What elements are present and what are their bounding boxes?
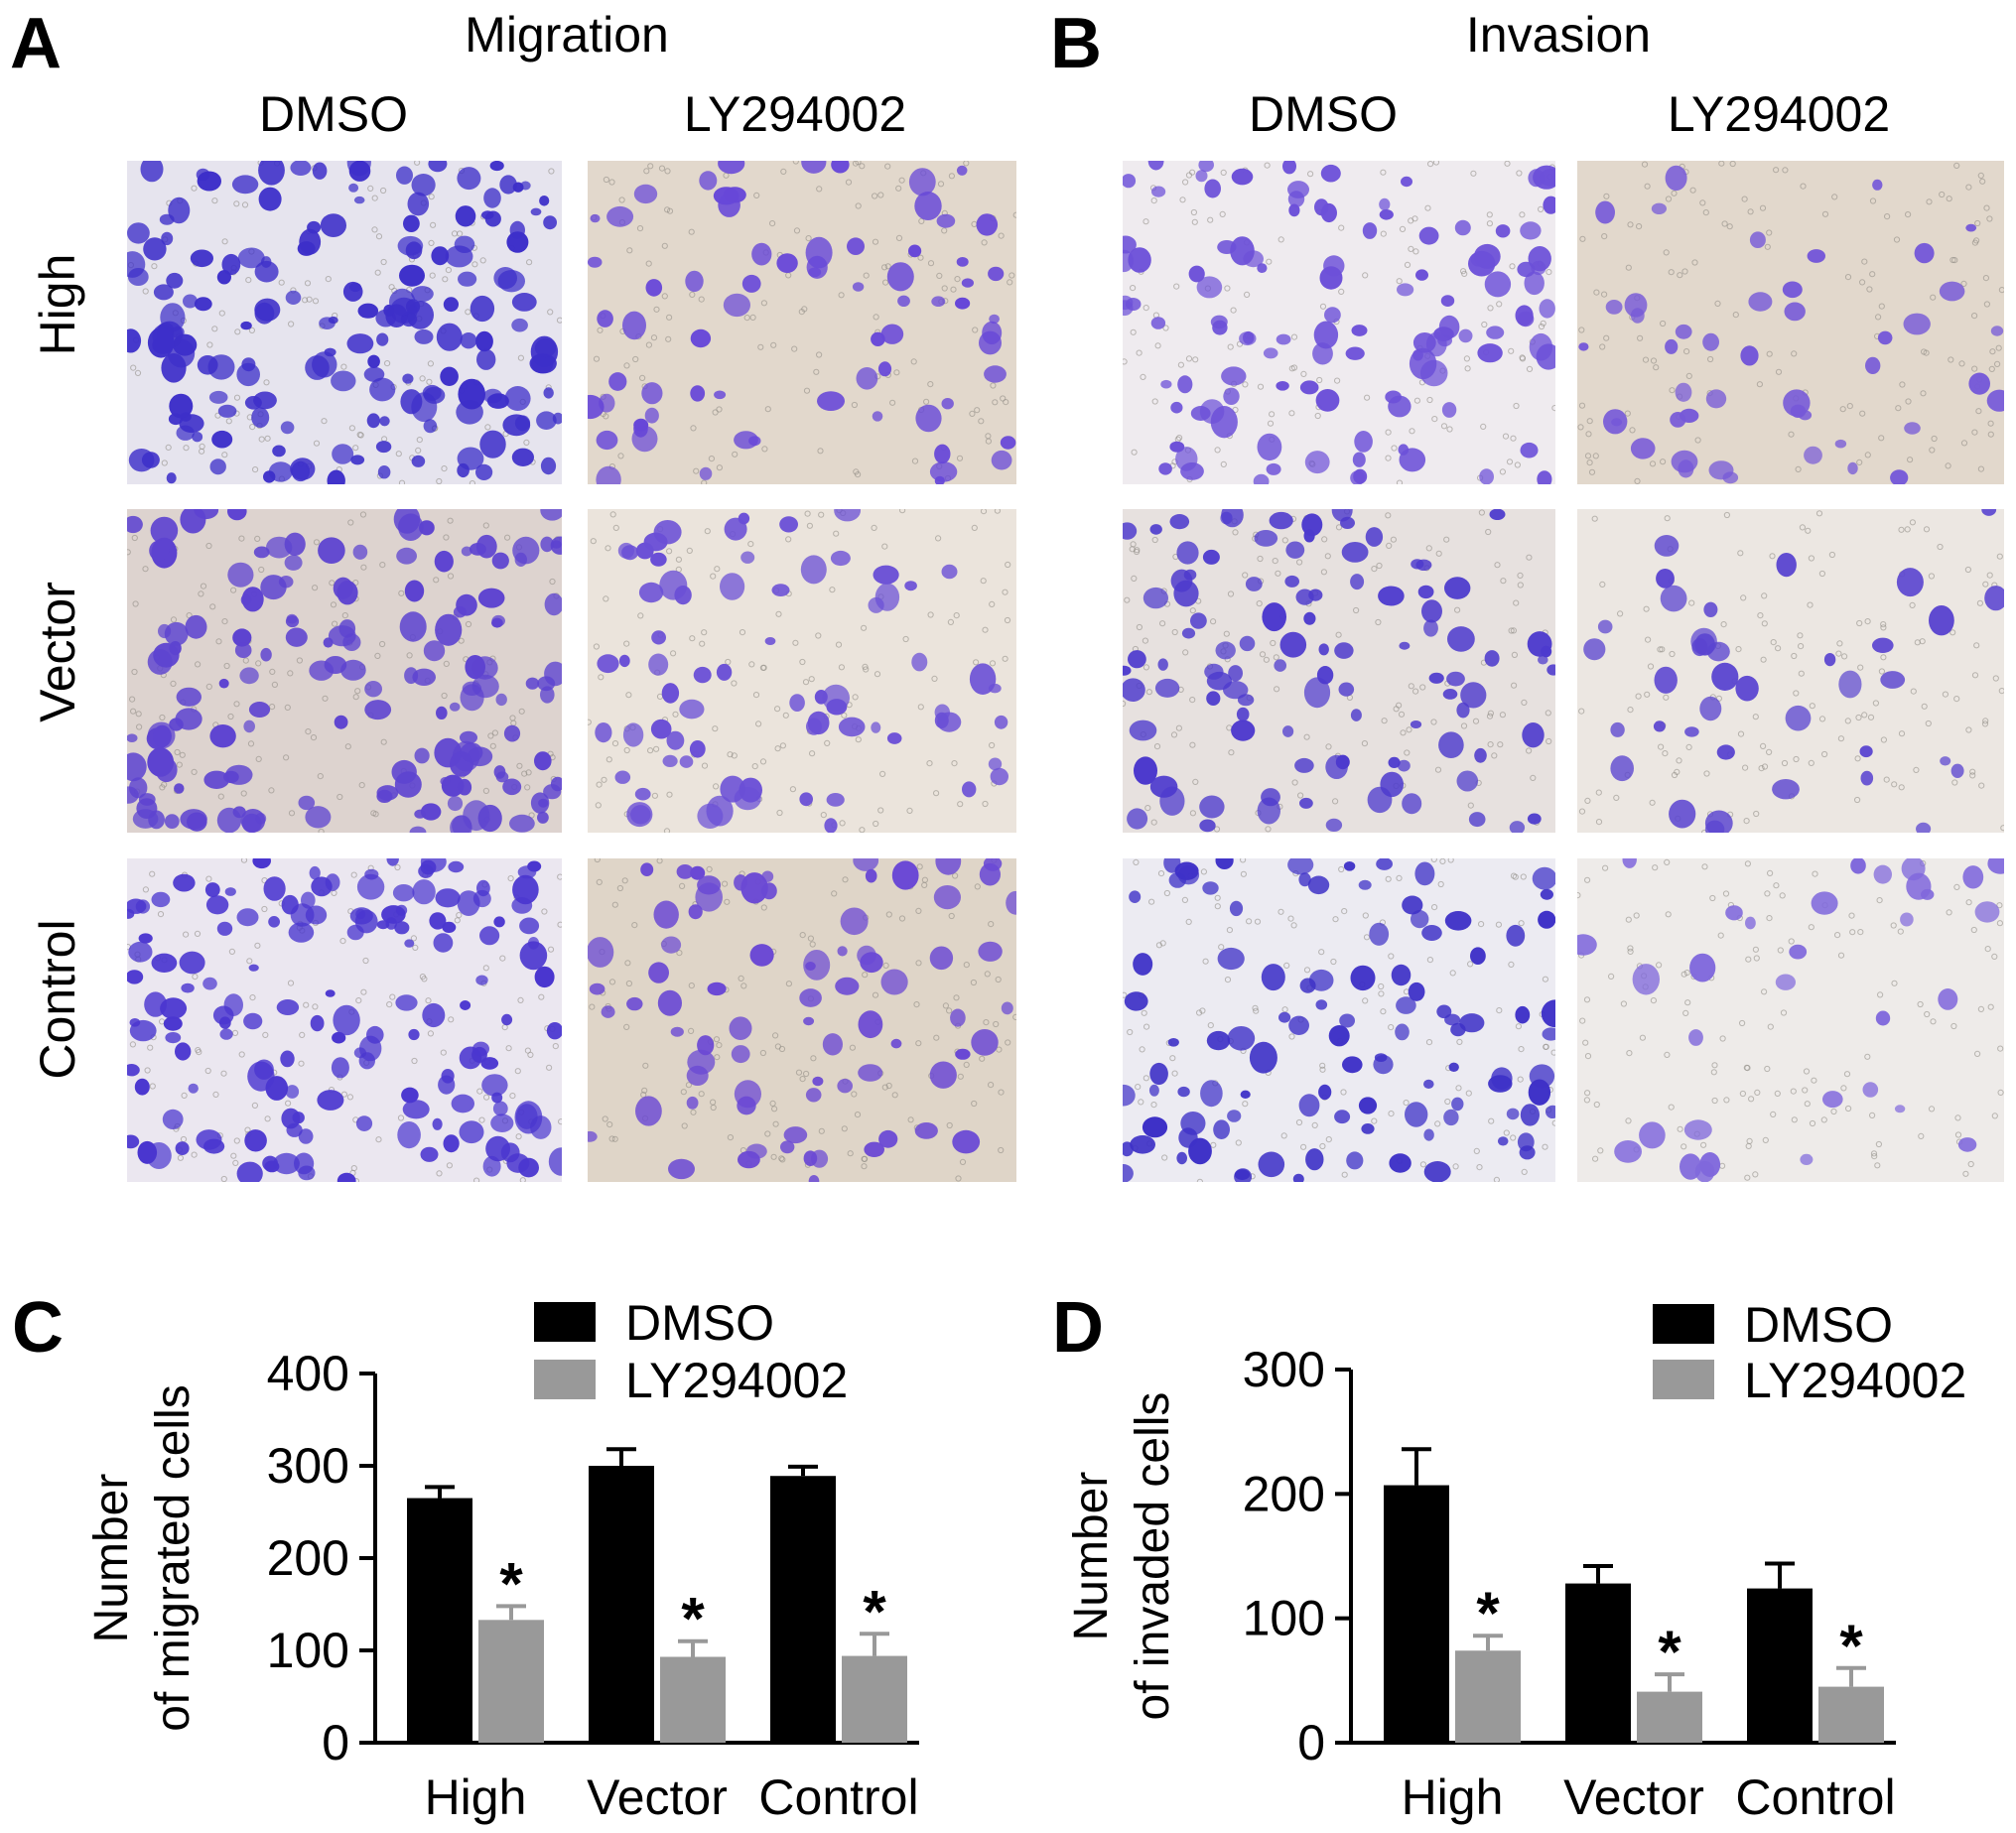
row-label-vector: Vector (30, 582, 85, 722)
chart-c-bar-vector-ly294002 (660, 1656, 726, 1743)
chart-d-significance-control: * (1839, 1613, 1863, 1679)
chart-c-bar-high-dmso (407, 1498, 472, 1743)
chart-c-significance-control: * (863, 1578, 886, 1644)
chart-d-significance-high: * (1476, 1580, 1500, 1646)
panel-a-col-header-ly294002: LY294002 (683, 86, 907, 142)
panel-letter-c: C (12, 1288, 64, 1368)
chart-d-y-tick-label-2: 200 (1243, 1466, 1325, 1521)
chart-d-y-axis-label-line-0: Number (1065, 1472, 1118, 1641)
chart-d-y-axis-label-line-1: of invaded cells (1127, 1392, 1179, 1721)
chart-c-y-tick-label-0: 0 (322, 1715, 349, 1770)
chart-c: 0 100 200 300 400 Number of migrated cells * Hig… (0, 1280, 1012, 1833)
chart-c-category-label-control: Control (758, 1769, 918, 1825)
micrograph-a-control-dmso (127, 858, 562, 1182)
micrograph-b-vector-dmso (1123, 509, 1555, 833)
chart-c-category-label-vector: Vector (587, 1769, 728, 1825)
micrograph-a-high-dmso (127, 161, 562, 484)
chart-c-y-axis-label-line-1: of migrated cells (147, 1384, 200, 1731)
panel-a-col-header-dmso: DMSO (259, 86, 408, 142)
chart-c-bar-control-ly294002 (842, 1655, 907, 1743)
micrograph-b-vector-ly294002 (1577, 509, 2004, 833)
chart-d-significance-vector: * (1658, 1619, 1681, 1685)
chart-c-legend-label-ly294002: LY294002 (625, 1353, 848, 1408)
chart-c-legend-swatch-dmso (534, 1302, 596, 1342)
chart-d-y-tick-label-1: 100 (1243, 1591, 1325, 1646)
panel-b-col-header-ly294002: LY294002 (1667, 86, 1891, 142)
chart-d-svg: 0 100 200 300 Number of invaded cells * High * Ve… (1065, 1297, 1966, 1825)
chart-c-bar-control-dmso (770, 1476, 836, 1743)
row-label-high: High (30, 253, 85, 356)
panel-letter-b: B (1050, 4, 1102, 83)
micrograph-b-high-ly294002 (1577, 161, 2004, 484)
chart-c-svg: 0 100 200 300 400 Number of migrated cells * Hig… (85, 1295, 919, 1825)
panel-a-title: Migration (465, 7, 669, 63)
chart-d-bar-control-dmso (1747, 1588, 1813, 1743)
micrograph-a-vector-ly294002 (588, 509, 1016, 833)
chart-c-bar-high-ly294002 (478, 1620, 544, 1743)
chart-c-significance-high: * (499, 1550, 523, 1617)
chart-c-category-label-high: High (425, 1769, 527, 1825)
chart-c-bar-vector-dmso (589, 1466, 654, 1743)
chart-d-bar-control-ly294002 (1818, 1686, 1884, 1743)
panel-letter-d: D (1052, 1288, 1104, 1368)
chart-c-y-tick-label-2: 200 (267, 1530, 349, 1586)
chart-c-y-tick-label-4: 400 (267, 1346, 349, 1401)
chart-d-legend-label-ly294002: LY294002 (1744, 1353, 1966, 1408)
chart-d-y-tick-label-0: 0 (1297, 1715, 1325, 1770)
chart-c-y-axis-label-line-0: Number (85, 1474, 138, 1643)
chart-d-category-label-vector: Vector (1563, 1769, 1704, 1825)
chart-d-bar-high-dmso (1384, 1485, 1449, 1743)
micrograph-b-control-ly294002 (1577, 858, 2004, 1182)
chart-c-legend-label-dmso: DMSO (625, 1295, 774, 1351)
chart-d-legend-label-dmso: DMSO (1744, 1297, 1893, 1353)
chart-c-significance-vector: * (681, 1586, 705, 1652)
panel-b-col-header-dmso: DMSO (1249, 86, 1398, 142)
micrograph-a-control-ly294002 (588, 858, 1016, 1182)
chart-d-y-tick-label-3: 300 (1243, 1342, 1325, 1397)
chart-c-y-tick-label-1: 100 (267, 1623, 349, 1678)
chart-d-bar-high-ly294002 (1455, 1650, 1521, 1743)
panel-b-title: Invasion (1465, 7, 1652, 63)
micrograph-a-high-ly294002 (588, 161, 1016, 484)
chart-d-legend-swatch-ly294002 (1653, 1360, 1714, 1399)
chart-d-category-label-control: Control (1735, 1769, 1895, 1825)
micrograph-b-high-dmso (1123, 161, 1555, 484)
chart-c-y-tick-label-3: 300 (267, 1438, 349, 1494)
panel-letter-a: A (10, 4, 62, 83)
chart-c-legend-swatch-ly294002 (534, 1360, 596, 1399)
micrograph-b-control-dmso (1123, 858, 1555, 1182)
chart-d: 0 100 200 300 Number of invaded cells * High * Ve… (1032, 1280, 2016, 1833)
chart-d-category-label-high: High (1402, 1769, 1504, 1825)
chart-d-legend-swatch-dmso (1653, 1304, 1714, 1344)
chart-d-bar-vector-dmso (1565, 1583, 1631, 1743)
micrograph-a-vector-dmso (127, 509, 562, 833)
row-label-control: Control (30, 919, 85, 1080)
chart-d-bar-vector-ly294002 (1637, 1691, 1702, 1743)
